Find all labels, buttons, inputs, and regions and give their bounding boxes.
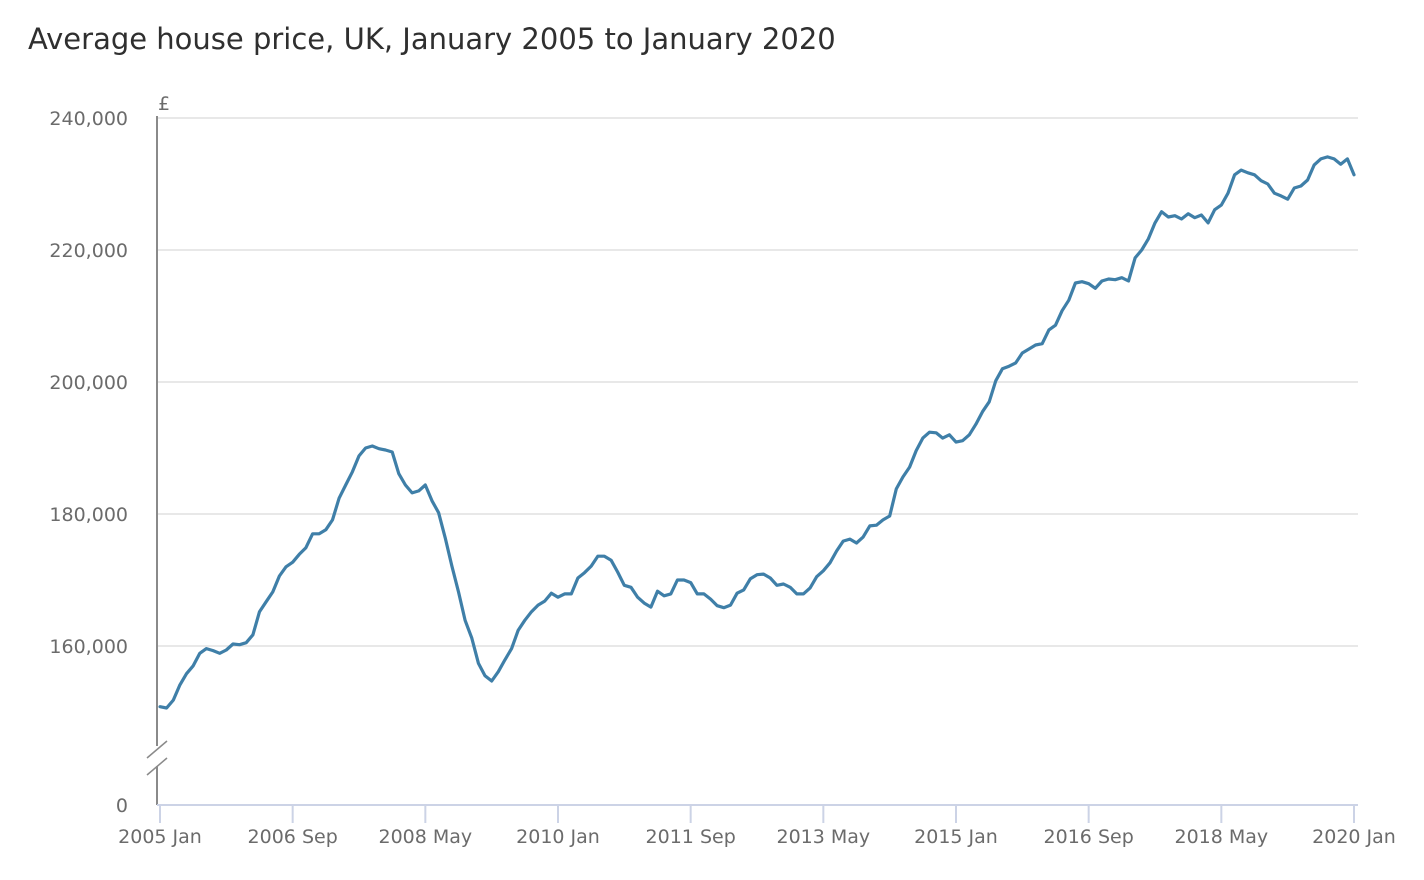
x-tick-label: 2015 Jan bbox=[914, 826, 998, 848]
y-tick-label: 0 bbox=[116, 795, 128, 817]
chart-title: Average house price, UK, January 2005 to… bbox=[28, 22, 836, 56]
y-axis: 240,000 220,000 200,000 180,000 160,000 0 bbox=[49, 108, 168, 817]
y-tick-label: 160,000 bbox=[49, 636, 128, 658]
gridlines bbox=[157, 117, 1358, 647]
y-axis-unit-label: £ bbox=[158, 93, 170, 115]
y-tick-label: 240,000 bbox=[49, 108, 128, 130]
x-tick-label: 2013 May bbox=[776, 826, 870, 848]
x-tick-label: 2020 Jan bbox=[1312, 826, 1396, 848]
y-tick-label: 180,000 bbox=[49, 504, 128, 526]
x-tick-label: 2016 Sep bbox=[1044, 826, 1134, 848]
x-tick-label: 2011 Sep bbox=[646, 826, 736, 848]
x-axis: 2005 Jan 2006 Sep 2008 May 2010 Jan 2011 Sep… bbox=[118, 804, 1396, 848]
axis-break-icon bbox=[146, 757, 168, 776]
y-tick-label: 200,000 bbox=[49, 372, 128, 394]
series-layer bbox=[158, 155, 1356, 710]
x-tick-label: 2005 Jan bbox=[118, 826, 202, 848]
x-tick-label: 2006 Sep bbox=[248, 826, 338, 848]
x-tick-label: 2008 May bbox=[378, 826, 472, 848]
series-line-average-house-price bbox=[158, 155, 1356, 710]
x-tick-label: 2010 Jan bbox=[516, 826, 600, 848]
axis-break-icon bbox=[146, 740, 168, 759]
y-tick-label: 220,000 bbox=[49, 240, 128, 262]
x-tick-label: 2018 May bbox=[1174, 826, 1268, 848]
